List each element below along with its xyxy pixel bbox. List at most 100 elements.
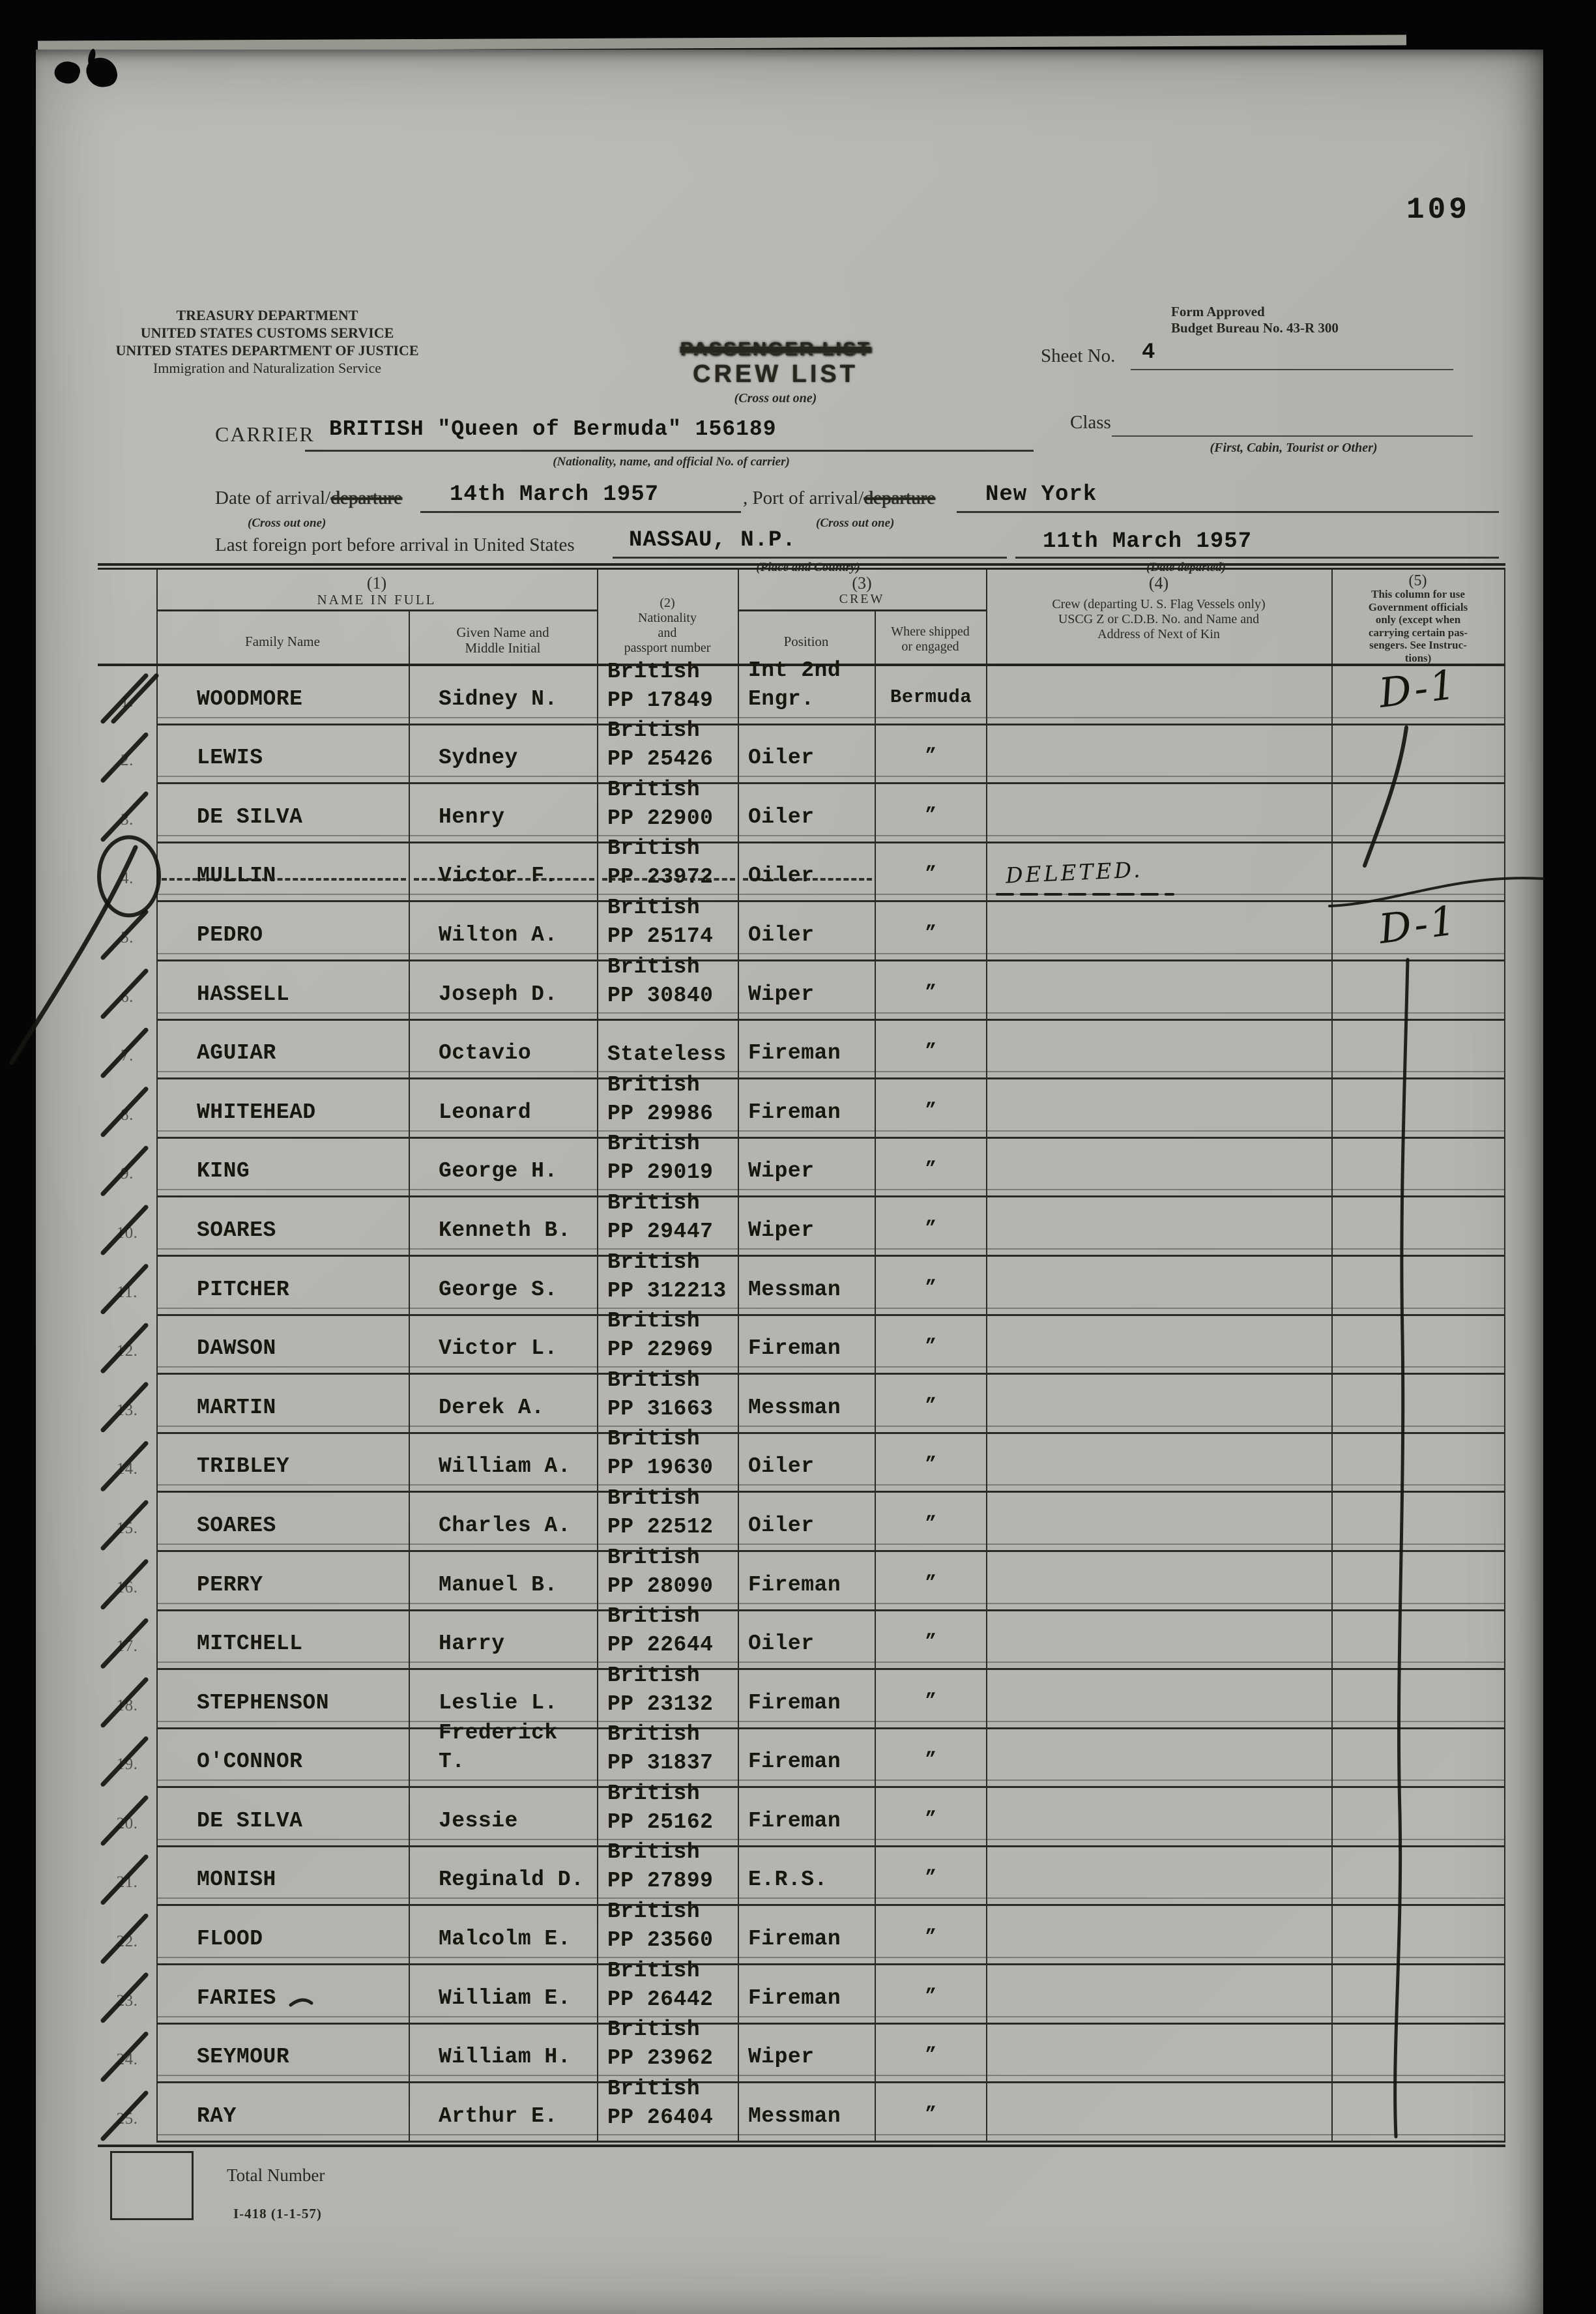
col2-title: Nationality and passport number: [624, 611, 711, 655]
table-row: 10. SOARES Kenneth B. British PP 29447 W…: [98, 1191, 1505, 1257]
given-name-header: Given Name and Middle Initial: [456, 624, 549, 656]
nationality-passport-cell: Stateless: [597, 1020, 738, 1080]
position-cell: Oiler: [738, 843, 875, 903]
shipped-header: Where shipped or engaged: [891, 624, 970, 654]
given-name-cell: William A.: [409, 1433, 597, 1493]
where-shipped-cell: ”: [875, 1551, 986, 1611]
family-name-cell: MONISH: [156, 1847, 409, 1907]
table-row: 7. AGUIAR Octavio Stateless Fireman ”: [98, 1020, 1505, 1080]
handwritten-annotation: D-1: [1376, 660, 1460, 718]
government-officials-cell: [1331, 1315, 1505, 1375]
crew-table: (1) NAME IN FULL Family Name Given Name …: [98, 563, 1505, 2147]
date-arrival-struck-word: departure: [330, 488, 402, 508]
form-approval: Form Approved Budget Bureau No. 43-R 300: [1171, 304, 1339, 336]
form-number: I-418 (1-1-57): [233, 2206, 322, 2221]
last-port-label: Last foreign port before arrival in Unit…: [215, 535, 575, 555]
paper-sheet: [36, 50, 1543, 2314]
col3-number: (3): [852, 574, 872, 593]
family-name-cell: DAWSON: [156, 1315, 409, 1375]
agency-line: UNITED STATES CUSTOMS SERVICE: [140, 325, 394, 341]
given-name-cell: Leonard: [409, 1079, 597, 1139]
table-row: 8. WHITEHEAD Leonard British PP 29986 Fi…: [98, 1073, 1505, 1139]
given-name-cell: Octavio: [409, 1020, 597, 1080]
col5-title: This column for use Government officials…: [1368, 588, 1468, 664]
header-group-rule: [738, 609, 987, 611]
position-cell: Fireman: [738, 1670, 875, 1729]
family-name-cell: FLOOD: [156, 1906, 409, 1966]
position-cell: Fireman: [738, 1729, 875, 1789]
next-of-kin-cell: [986, 1375, 1331, 1434]
family-name-cell: PERRY: [156, 1551, 409, 1611]
position-cell: Messman: [738, 1375, 875, 1434]
table-row: 14. TRIBLEY William A. British PP 19630 …: [98, 1427, 1505, 1493]
position-cell: Wiper: [738, 961, 875, 1021]
government-officials-cell: [1331, 725, 1505, 785]
sheet-no-value: 4: [1142, 340, 1156, 365]
position-cell: Fireman: [738, 1906, 875, 1966]
row-number: 10.: [116, 1223, 138, 1242]
table-row: 21. MONISH Reginald D. British PP 27899 …: [98, 1840, 1505, 1907]
col3-title: CREW: [839, 592, 885, 606]
row-number: 12.: [116, 1342, 138, 1360]
date-arrival-label-text: Date of arrival/: [215, 488, 331, 508]
nationality-passport-cell: British PP 25162: [597, 1781, 738, 1847]
table-bottom-rule: [98, 2143, 1505, 2147]
column-divider: [1504, 570, 1505, 664]
family-name-cell: O'CONNOR: [156, 1729, 409, 1789]
next-of-kin-cell: [986, 784, 1331, 843]
row-number: 20.: [116, 1814, 138, 1832]
nationality-passport-cell: British PP 28090: [597, 1545, 738, 1611]
column-divider: [986, 570, 987, 664]
government-officials-cell: [1331, 1197, 1505, 1257]
date-departed-value: 11th March 1957: [1043, 529, 1253, 554]
next-of-kin-cell: [986, 1315, 1331, 1375]
where-shipped-cell: ”: [875, 1670, 986, 1729]
where-shipped-cell: ”: [875, 1729, 986, 1789]
nationality-passport-cell: British PP 26442: [597, 1959, 738, 2025]
position-cell: Oiler: [738, 725, 875, 785]
agency-header: TREASURY DEPARTMENT UNITED STATES CUSTOM…: [104, 306, 430, 377]
table-top-rule: [98, 563, 1505, 570]
government-officials-cell: [1331, 843, 1505, 903]
government-officials-cell: [1331, 1670, 1505, 1729]
family-name-cell: SEYMOUR: [156, 2024, 409, 2084]
nationality-passport-cell: British PP 22512: [597, 1486, 738, 1552]
where-shipped-cell: ”: [875, 1433, 986, 1493]
family-name-cell: MULLIN: [156, 843, 409, 903]
row-number: 22.: [116, 1933, 138, 1951]
where-shipped-cell: ”: [875, 784, 986, 843]
given-name-cell: William E.: [409, 1965, 597, 2025]
handwritten-annotation: D-1: [1376, 896, 1460, 954]
table-row: 2. LEWIS Sydney British PP 25426 Oiler ”: [98, 718, 1505, 785]
where-shipped-cell: ”: [875, 1079, 986, 1139]
where-shipped-cell: ”: [875, 1256, 986, 1316]
family-name-cell: PITCHER: [156, 1256, 409, 1316]
given-name-cell: Joseph D.: [409, 961, 597, 1021]
nationality-passport-cell: British PP 19630: [597, 1427, 738, 1493]
government-officials-cell: [1331, 1906, 1505, 1966]
carrier-line: [305, 450, 1034, 452]
row-number: 13.: [116, 1401, 138, 1419]
family-name-cell: MITCHELL: [156, 1611, 409, 1671]
given-name-cell: Derek A.: [409, 1375, 597, 1434]
given-name-cell: Reginald D.: [409, 1847, 597, 1907]
table-row: 24. SEYMOUR William H. British PP 23962 …: [98, 2017, 1505, 2084]
agency-line: UNITED STATES DEPARTMENT OF JUSTICE: [115, 342, 419, 359]
where-shipped-cell: ”: [875, 961, 986, 1021]
government-officials-cell: [1331, 1138, 1505, 1198]
given-name-cell: Victor L.: [409, 1315, 597, 1375]
where-shipped-cell: ”: [875, 1847, 986, 1907]
government-officials-cell: [1331, 2083, 1505, 2143]
class-note: (First, Cabin, Tourist or Other): [1210, 441, 1378, 455]
port-arrival-label-text: , Port of arrival/: [743, 488, 864, 508]
row-number: 16.: [116, 1578, 138, 1596]
given-name-cell: Jessie: [409, 1788, 597, 1847]
family-name-cell: WHITEHEAD: [156, 1079, 409, 1139]
family-name-cell: MARTIN: [156, 1375, 409, 1434]
where-shipped-cell: ”: [875, 1138, 986, 1198]
class-label: Class: [1070, 412, 1111, 433]
date-arrival-label: Date of arrival/departure: [215, 488, 402, 509]
table-row: 17. MITCHELL Harry British PP 22644 Oile…: [98, 1604, 1505, 1671]
position-cell: Wiper: [738, 1197, 875, 1257]
position-cell: Fireman: [738, 1551, 875, 1611]
